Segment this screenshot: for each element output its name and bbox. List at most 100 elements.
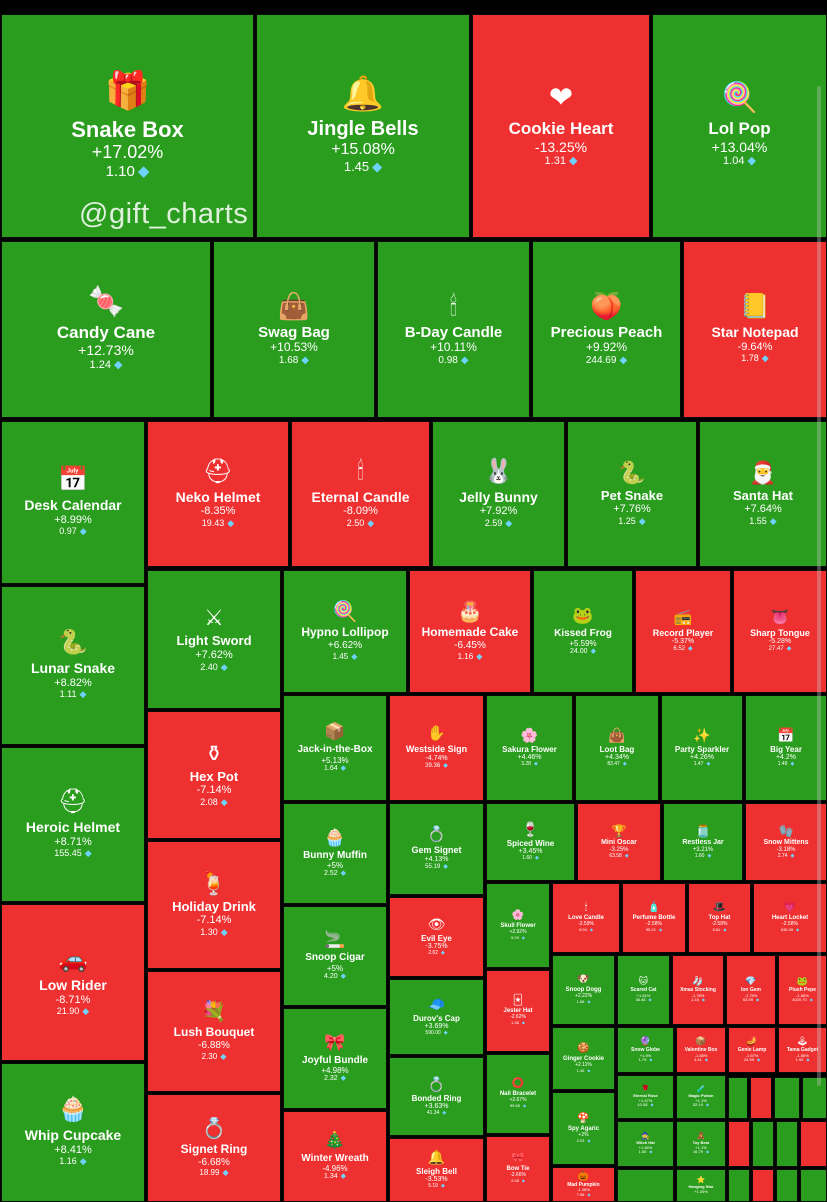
treemap-tile[interactable]: 👜 Swag Bag +10.53% 1.68 ◆	[213, 241, 375, 418]
treemap-tile[interactable]: 💐 Lush Bouquet -6.88% 2.30 ◆	[147, 971, 281, 1092]
price-value: 95.21	[645, 927, 656, 933]
price-value: 2.32	[323, 1075, 338, 1083]
tile-name: Eternal Candle	[311, 488, 410, 505]
treemap-tile-small[interactable]	[728, 1169, 750, 1202]
treemap-tile[interactable]: 🧢 Durov's Cap +3.69% 590.00 ◆	[389, 979, 484, 1055]
treemap-tile[interactable]: ⛑ Heroic Helmet +8.71% 155.45 ◆	[1, 747, 145, 902]
treemap-tile-small[interactable]	[728, 1121, 750, 1167]
treemap-tile[interactable]: 🍹 Holiday Drink -7.14% 1.30 ◆	[147, 841, 281, 969]
treemap-tile[interactable]: 🐶 Snoop Dogg +2.22% 1.58 ◆	[552, 955, 615, 1025]
treemap-tile[interactable]: ❤ Cookie Heart -13.25% 1.31 ◆	[472, 14, 650, 238]
treemap-tile[interactable]: 🍷 Spiced Wine +3.45% 1.60 ◆	[486, 803, 575, 881]
treemap-tile[interactable]: 🍭 Lol Pop +13.04% 1.04 ◆	[652, 14, 827, 238]
treemap-tile[interactable]: 🏆 Mini Oscar -3.25% 63.58 ◆	[577, 803, 661, 881]
treemap-tile[interactable]: 🎀 Joyful Bundle +4.98% 2.32 ◆	[283, 1008, 387, 1109]
treemap-tile[interactable]: 🐸 Kissed Frog +5.59% 24.00 ◆	[533, 570, 633, 693]
treemap-tile[interactable]: 🌸 Sakura Flower +4.46% 3.28 ◆	[486, 695, 573, 801]
treemap-tile[interactable]: 🪔 Genie Lamp -1.57% 24.59 ◆	[728, 1027, 776, 1073]
treemap-tile[interactable]: 🕹 Tama Gadget -1.56% 1.92 ◆	[778, 1027, 827, 1073]
treemap-tile[interactable]: 🚗 Low Rider -8.71% 21.90 ◆	[1, 904, 145, 1061]
treemap-tile[interactable]: 🫙 Restless Jar +3.21% 1.60 ◆	[663, 803, 743, 881]
treemap-tile-small[interactable]	[802, 1077, 827, 1119]
treemap-tile-small[interactable]	[776, 1121, 798, 1167]
treemap-tile[interactable]: 📦 Valentine Box -1.58% 4.41 ◆	[676, 1027, 726, 1073]
tile-change: +1.1%	[695, 1144, 707, 1150]
candy-cane-icon: 🍬	[87, 285, 125, 318]
treemap-tile[interactable]: 🐱 Scared Cat +1.81% 38.48 ◆	[617, 955, 670, 1025]
treemap-tile[interactable]: 📅 Desk Calendar +8.99% 0.97 ◆	[1, 421, 145, 584]
treemap-tile-small[interactable]	[774, 1077, 800, 1119]
treemap-tile[interactable]: 🧤 Snow Mittens -3.18% 2.74 ◆	[745, 803, 827, 881]
treemap-tile[interactable]: 🎀 Bow Tie -2.66% 2.08 ◆	[486, 1136, 550, 1202]
treemap-tile[interactable]: 🍄 Spy Agaric +2% 2.03 ◆	[552, 1092, 615, 1165]
treemap-tile[interactable]: 💎 Ion Gem -1.75% 63.59 ◆	[726, 955, 776, 1025]
treemap-tile[interactable]: 🕯 Love Candle -2.59% 5.94 ◆	[552, 883, 620, 953]
treemap-tile[interactable]: 🍑 Precious Peach +9.92% 244.69 ◆	[532, 241, 681, 418]
diamond-icon: ◆	[79, 689, 87, 700]
treemap-tile[interactable]: 🚬 Snoop Cigar +5% 4.20 ◆	[283, 906, 387, 1006]
price-value: 83.47	[607, 761, 620, 768]
treemap-tile[interactable]: 🍪 Ginger Cookie +2.11% 1.45 ◆	[552, 1027, 615, 1090]
treemap-tile-small[interactable]	[776, 1169, 798, 1202]
treemap-tile[interactable]: 👁 Evil Eye -3.75% 2.62 ◆	[389, 897, 484, 977]
treemap-tile-small[interactable]	[728, 1077, 748, 1119]
treemap-tile[interactable]: 📻 Record Player -5.37% 6.52 ◆	[635, 570, 731, 693]
treemap-tile[interactable]: 🎁 Snake Box +17.02% 1.10 ◆	[1, 14, 254, 238]
treemap-tile[interactable]: 🍭 Hypno Lollipop +6.62% 1.45 ◆	[283, 570, 407, 693]
treemap-tile[interactable]: 🌹 Eternal Rose +1.47% 10.08 ◆	[617, 1075, 674, 1119]
treemap-tile[interactable]: 🃏 Jester Hat -2.62% 1.38 ◆	[486, 970, 550, 1052]
treemap-tile-small[interactable]	[617, 1169, 674, 1202]
treemap-tile[interactable]: 💍 Bonded Ring +3.63% 41.34 ◆	[389, 1057, 484, 1136]
treemap-tile[interactable]: 🧁 Whip Cupcake +8.41% 1.16 ◆	[1, 1063, 145, 1202]
treemap-tile-small[interactable]	[800, 1169, 827, 1202]
treemap-tile[interactable]: 🎃 Mad Pumpkin -1.05% 7.96 ◆	[552, 1167, 615, 1202]
treemap-tile[interactable]: 📒 Star Notepad -9.64% 1.78 ◆	[683, 241, 827, 418]
treemap-tile[interactable]: 🕯 Eternal Candle -8.09% 2.50 ◆	[291, 421, 430, 567]
price-value: 1.47	[693, 761, 704, 768]
treemap-tile[interactable]: 🐰 Jelly Bunny +7.92% 2.59 ◆	[432, 421, 565, 567]
treemap-tile[interactable]: 📅 Big Year +4.2% 1.49 ◆	[745, 695, 827, 801]
treemap-tile[interactable]: 🎄 Winter Wreath -4.96% 1.34 ◆	[283, 1111, 387, 1202]
treemap-tile[interactable]: 🍬 Candy Cane +12.73% 1.24 ◆	[1, 241, 211, 418]
treemap-tile[interactable]: 🕯 B-Day Candle +10.11% 0.98 ◆	[377, 241, 530, 418]
treemap-tile[interactable]: ⚔ Light Sword +7.62% 2.40 ◆	[147, 570, 281, 709]
treemap-tile[interactable]: ⚱ Hex Pot -7.14% 2.08 ◆	[147, 711, 281, 839]
treemap-tile[interactable]: 💗 Heart Locket -2.58% 639.39 ◆	[753, 883, 827, 953]
car-icon: 🚗	[58, 946, 88, 974]
treemap-tile[interactable]: 👅 Sharp Tongue -5.28% 27.47 ◆	[733, 570, 827, 693]
treemap-tile[interactable]: 🧁 Bunny Muffin +5% 2.52 ◆	[283, 803, 387, 904]
treemap-tile[interactable]: ✋ Westside Sign -4.74% 39.36 ◆	[389, 695, 484, 801]
treemap-tile[interactable]: 🎩 Top Hat -2.58% 5.81 ◆	[688, 883, 751, 953]
treemap-tile[interactable]: 🎂 Homemade Cake -6.45% 1.16 ◆	[409, 570, 531, 693]
treemap-tile[interactable]: 🌸 Skull Flower +2.92% 5.09 ◆	[486, 883, 550, 968]
treemap-tile[interactable]: 🧪 Magic Potion +1.1% 52.19 ◆	[676, 1075, 726, 1119]
treemap-tile[interactable]: 💍 Signet Ring -6.68% 18.99 ◆	[147, 1094, 281, 1202]
treemap-tile[interactable]: ✨ Party Sparkler +4.26% 1.47 ◆	[661, 695, 743, 801]
treemap-tile[interactable]: 💍 Gem Signet +4.13% 55.19 ◆	[389, 803, 484, 895]
tile-name: Jack-in-the-Box	[297, 744, 373, 756]
treemap-tile[interactable]: 🔔 Sleigh Bell -3.53% 5.19 ◆	[389, 1138, 484, 1202]
treemap-tile-small[interactable]	[800, 1121, 827, 1167]
treemap-tile[interactable]: ⛑ Neko Helmet -8.35% 19.43 ◆	[147, 421, 289, 567]
treemap-tile[interactable]: 🐍 Pet Snake +7.76% 1.25 ◆	[567, 421, 697, 567]
treemap-tile[interactable]: 👜 Loot Bag +4.34% 83.47 ◆	[575, 695, 659, 801]
treemap-tile[interactable]: 📦 Jack-in-the-Box +5.13% 1.64 ◆	[283, 695, 387, 801]
treemap-tile[interactable]: 🧴 Perfume Bottle -2.58% 95.21 ◆	[622, 883, 686, 953]
scrollbar[interactable]	[817, 86, 821, 1086]
treemap-tile[interactable]: 🧦 Xmas Stocking -1.78% 1.16 ◆	[672, 955, 724, 1025]
tile-name: Spy Agaric	[567, 1125, 600, 1132]
treemap-tile[interactable]: 🎅 Santa Hat +7.64% 1.55 ◆	[699, 421, 827, 567]
treemap-tile-small[interactable]	[752, 1169, 774, 1202]
treemap-tile[interactable]: ⭕ Nail Bracelet +2.67% 99.55 ◆	[486, 1054, 550, 1134]
treemap-tile[interactable]: 🐍 Lunar Snake +8.82% 1.11 ◆	[1, 586, 145, 745]
treemap-tile[interactable]: 🐸 Plush Pepe -1.66% 4020.70 ◆	[778, 955, 827, 1025]
treemap-tile[interactable]: 🧙 Witch Hat +1.46% 1.60 ◆	[617, 1121, 674, 1167]
treemap-tile-small[interactable]	[750, 1077, 772, 1119]
treemap-tile[interactable]: ⭐ Hanging Star +1.05%	[676, 1169, 726, 1202]
diamond-icon: ◆	[476, 651, 483, 661]
treemap-tile[interactable]: 🔔 Jingle Bells +15.08% 1.45 ◆	[256, 14, 470, 238]
treemap-tile[interactable]: 🧸 Toy Bear +1.1% 16.79 ◆	[676, 1121, 726, 1167]
treemap-tile-small[interactable]	[752, 1121, 774, 1167]
price-value: 590.00	[425, 1030, 441, 1037]
treemap-tile[interactable]: 🔮 Snow Globe +1.5% 1.79 ◆	[617, 1027, 674, 1073]
